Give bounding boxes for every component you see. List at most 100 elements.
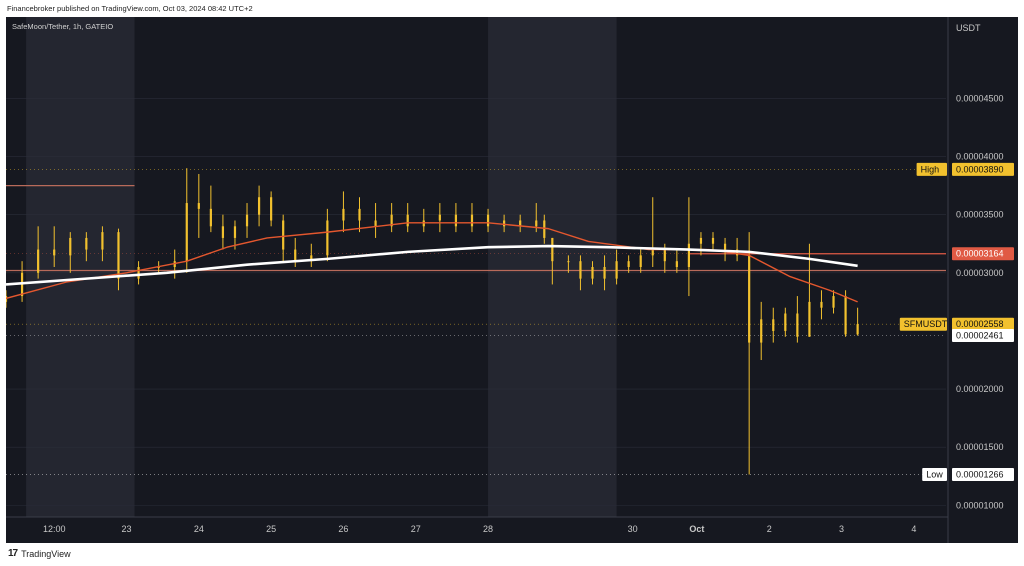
- candle: [591, 261, 594, 285]
- x-tick-label: 30: [628, 524, 638, 534]
- candle: [486, 208, 490, 233]
- price-tag-value: 0.00003164: [956, 249, 1004, 259]
- candle-body: [651, 249, 654, 256]
- candle-body: [535, 220, 538, 227]
- candle: [221, 214, 225, 250]
- candle: [101, 226, 104, 262]
- candle-body: [579, 261, 582, 279]
- price-tag-label-box: [922, 467, 947, 481]
- candle-body: [503, 220, 506, 227]
- candle: [579, 255, 582, 291]
- candle: [282, 214, 285, 262]
- chart-panel[interactable]: USDT 0.00004500 0.00004000 0.00003500 0.0000…: [6, 17, 1018, 543]
- price-chart[interactable]: USDT 0.00004500 0.00004000 0.00003500 0.0000…: [6, 17, 1018, 543]
- candle-body: [294, 249, 297, 262]
- candle-body: [185, 203, 188, 262]
- candle-body: [101, 232, 104, 250]
- candle-body: [675, 261, 678, 267]
- candle: [639, 249, 642, 273]
- candle-body: [53, 249, 56, 256]
- candle: [342, 191, 345, 233]
- price-tag-label: SFMUSDT: [904, 319, 948, 329]
- candle: [567, 255, 570, 273]
- candle-body: [157, 267, 160, 268]
- candle-body: [85, 237, 88, 250]
- candle-body: [591, 267, 594, 279]
- price-tag-box: [952, 328, 1014, 342]
- candle: [820, 290, 823, 320]
- candle-body: [438, 214, 441, 221]
- x-tick-label: 28: [483, 524, 493, 534]
- x-tick-label: 25: [266, 524, 276, 534]
- candle-body: [551, 237, 554, 262]
- candle: [422, 208, 425, 233]
- session-band: [26, 17, 135, 517]
- candle-body: [832, 296, 835, 308]
- candle-body: [197, 203, 200, 209]
- price-tag-label-box: [916, 162, 947, 176]
- candle: [711, 232, 715, 250]
- price-tag-box: [952, 162, 1014, 176]
- candle: [85, 232, 88, 262]
- candle: [615, 249, 618, 285]
- price-tag-box: [952, 247, 1014, 261]
- candle: [257, 185, 261, 227]
- candle: [185, 168, 188, 273]
- candle: [53, 226, 56, 267]
- candle: [603, 255, 606, 291]
- candle-body: [784, 313, 787, 331]
- candle-body: [374, 220, 377, 227]
- price-tag-value: 0.00001266: [956, 469, 1004, 479]
- x-tick-label: 4: [911, 524, 916, 534]
- candle-body: [603, 267, 606, 279]
- y-tick-label: 0.00002000: [956, 384, 1004, 394]
- candle: [687, 197, 691, 297]
- candle: [675, 249, 678, 273]
- candle: [358, 197, 361, 233]
- candle: [748, 232, 751, 475]
- candle-body: [221, 226, 225, 238]
- candle-body: [245, 214, 249, 227]
- candle: [326, 208, 329, 262]
- candle-body: [342, 208, 345, 221]
- candle: [772, 307, 775, 343]
- y-tick-label: 0.00001000: [956, 500, 1004, 510]
- candle-body: [772, 319, 775, 331]
- candle: [470, 203, 474, 233]
- candle-body: [358, 208, 361, 221]
- tradingview-logo-icon: 17: [8, 548, 18, 559]
- candle-body: [326, 220, 329, 256]
- candle: [856, 307, 859, 336]
- candle-body: [137, 267, 140, 279]
- x-tick-label: 26: [338, 524, 348, 534]
- candle-body: [6, 296, 8, 302]
- candle-body: [820, 301, 823, 308]
- candle: [117, 228, 120, 291]
- symbol-label: SafeMoon/Tether, 1h, GATEIO: [12, 22, 113, 31]
- currency-label: USDT: [956, 23, 981, 33]
- candle: [519, 214, 522, 233]
- price-tag-label-box: [899, 317, 947, 331]
- publisher-caption: Financebroker published on TradingView.c…: [7, 4, 253, 13]
- candle-body: [454, 214, 458, 227]
- tradingview-brand[interactable]: TradingView: [21, 548, 71, 559]
- y-tick-label: 0.00004000: [956, 152, 1004, 162]
- y-tick-label: 0.00004500: [956, 93, 1004, 103]
- candle-body: [760, 319, 763, 343]
- price-axis: [948, 17, 1018, 543]
- x-tick-label: 23: [122, 524, 132, 534]
- candle: [294, 237, 297, 267]
- candle: [406, 203, 409, 233]
- candle-body: [406, 214, 409, 227]
- x-tick-label: 27: [411, 524, 421, 534]
- candle: [543, 214, 546, 244]
- candle: [723, 237, 727, 262]
- candle-body: [723, 243, 727, 250]
- candle-body: [711, 237, 715, 244]
- candle-body: [390, 214, 393, 227]
- candle: [454, 203, 458, 233]
- x-tick-label: Oct: [689, 524, 704, 534]
- candle-body: [748, 255, 751, 343]
- candle-body: [470, 214, 474, 227]
- candle-body: [209, 208, 212, 227]
